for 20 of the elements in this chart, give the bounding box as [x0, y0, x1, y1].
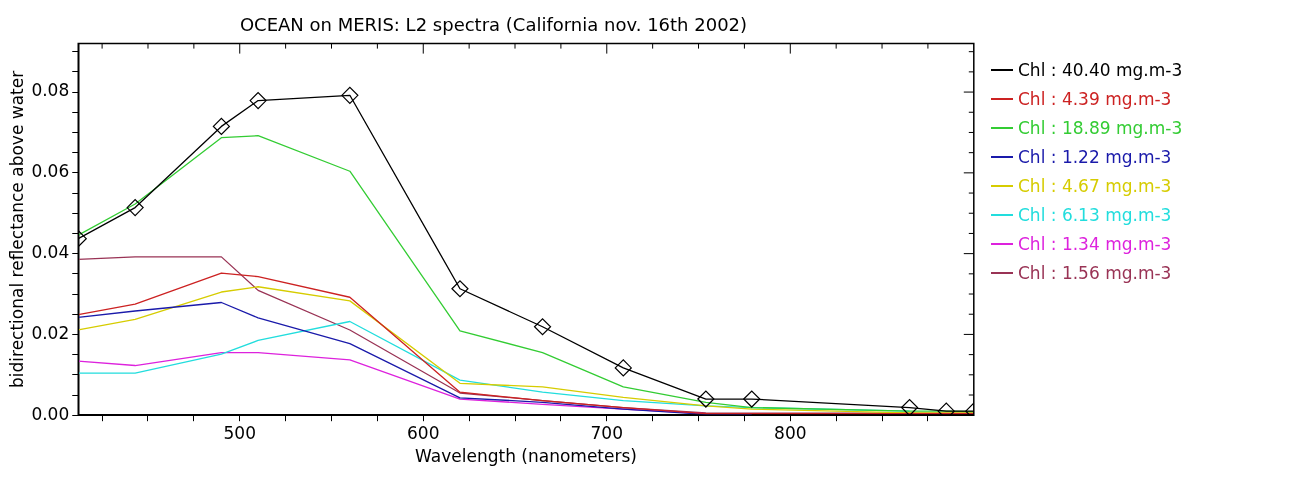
- legend-label: Chl : 1.56 mg.m-3: [1018, 263, 1172, 283]
- x-axis-title: Wavelength (nanometers): [415, 446, 637, 467]
- y-tick-label: 0.02: [31, 322, 70, 343]
- y-tick-label: 0.04: [31, 242, 70, 263]
- y-tick-label: 0.06: [31, 161, 70, 182]
- legend-label: Chl : 1.34 mg.m-3: [1018, 234, 1172, 254]
- x-tick-label: 500: [223, 422, 256, 443]
- x-tick-label: 800: [774, 422, 807, 443]
- x-tick-label: 700: [590, 422, 623, 443]
- chart-title: OCEAN on MERIS: L2 spectra (California nov. 16th 2002): [239, 14, 748, 36]
- y-tick-label: 0.08: [31, 80, 70, 101]
- y-axis-title: bidirectional reflectance above water: [6, 70, 27, 388]
- legend-label: Chl : 1.22 mg.m-3: [1018, 147, 1172, 167]
- legend-label: Chl : 40.40 mg.m-3: [1018, 60, 1183, 80]
- legend-label: Chl : 4.39 mg.m-3: [1018, 89, 1172, 109]
- x-tick-label: 600: [407, 422, 440, 443]
- legend-label: Chl : 6.13 mg.m-3: [1018, 205, 1172, 225]
- legend-label: Chl : 18.89 mg.m-3: [1018, 118, 1183, 138]
- legend-label: Chl : 4.67 mg.m-3: [1018, 176, 1172, 196]
- y-tick-label: 0.00: [31, 403, 70, 424]
